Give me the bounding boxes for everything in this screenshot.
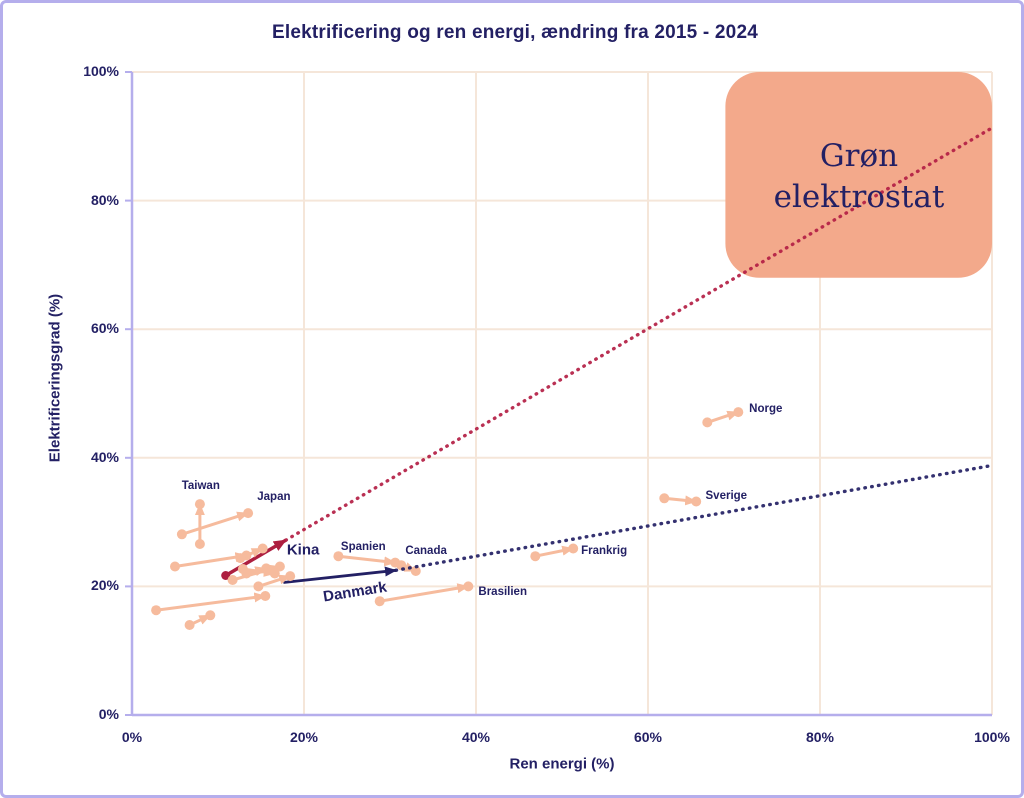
y-axis-title: Elektrificeringsgrad (%) — [46, 293, 64, 463]
annotation-box — [725, 72, 992, 278]
country-label-brasilien: Brasilien — [478, 586, 527, 599]
country-label-norge: Norge — [749, 402, 783, 415]
country-label-frankrig: Frankrig — [581, 545, 628, 557]
y-tick-label: 20% — [90, 577, 119, 594]
trend-line-kina — [284, 126, 994, 542]
trajectory-unlabeled — [235, 543, 268, 564]
trajectory-brasilien — [374, 581, 474, 607]
trajectory-taiwan — [194, 499, 205, 549]
country-label-canada: Canada — [405, 545, 447, 557]
chart-title: Elektrificering og ren energi, ændring f… — [272, 22, 758, 43]
country-label-taiwan: Taiwan — [181, 480, 220, 493]
trajectory-sverige — [659, 493, 702, 507]
x-tick-label: 80% — [805, 729, 835, 745]
x-tick-label: 100% — [974, 729, 1010, 745]
x-tick-label: 0% — [121, 729, 143, 745]
x-tick-label: 20% — [289, 729, 319, 745]
trajectory-unlabeled — [253, 571, 296, 592]
trajectory-unlabeled — [151, 591, 271, 616]
y-tick-label: 100% — [83, 63, 119, 80]
axis-spines — [125, 71, 992, 717]
trajectory-unlabeled — [184, 610, 216, 630]
y-tick-label: 40% — [90, 448, 119, 465]
country-label-spanien: Spanien — [340, 541, 386, 554]
trajectory-spanien — [333, 551, 401, 568]
country-label-kina: Kina — [286, 541, 320, 559]
trajectory-frankrig — [530, 543, 579, 562]
y-tick-label: 80% — [90, 191, 119, 208]
trajectory-norge — [702, 407, 744, 428]
y-tick-label: 60% — [90, 320, 119, 337]
x-axis-title: Ren energi (%) — [509, 755, 615, 773]
annotation-box-label: Grøn elektrostat — [773, 138, 945, 215]
y-tick-label: 0% — [98, 706, 119, 723]
plot-area — [125, 71, 994, 717]
x-tick-label: 40% — [461, 729, 491, 745]
trajectory-unlabeled — [237, 564, 280, 579]
country-label-sverige: Sverige — [705, 490, 748, 503]
country-label-japan: Japan — [257, 491, 291, 503]
x-tick-label: 60% — [633, 729, 663, 745]
trajectory-japan — [176, 508, 254, 540]
trajectory-kina — [221, 538, 287, 580]
trajectory-danmark — [283, 566, 397, 584]
trend-line-danmark — [394, 463, 994, 572]
